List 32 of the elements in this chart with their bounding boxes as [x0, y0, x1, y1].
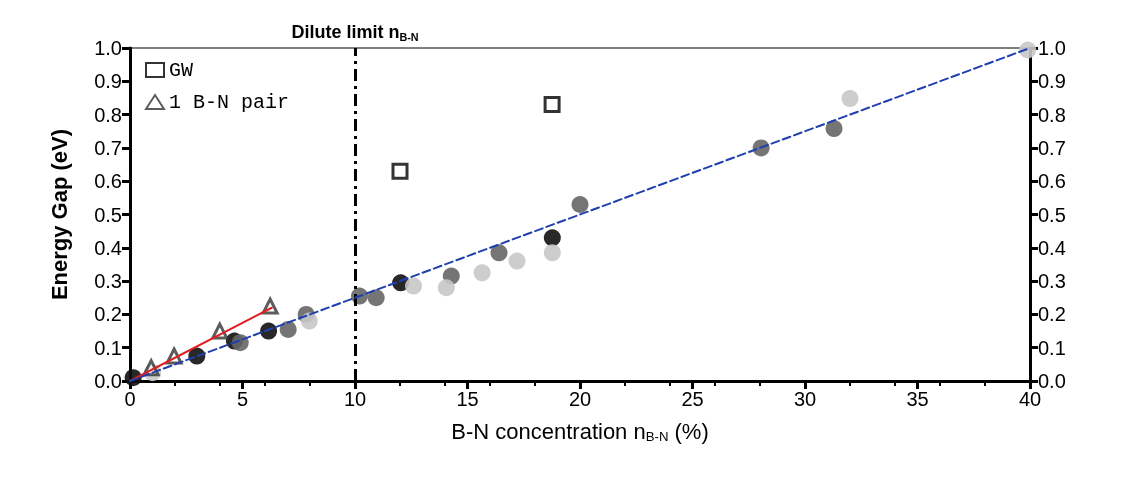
x-tick-label: 30 [793, 388, 817, 410]
y-tick-label: 0.8 [94, 103, 122, 126]
y2-tick-label: 0.2 [1038, 303, 1066, 326]
x-tick-label: 15 [456, 388, 479, 410]
y2-tick-label: 0.1 [1038, 336, 1066, 359]
x-tick-label: 10 [343, 388, 367, 410]
x-tick-label: 0 [124, 388, 136, 410]
x-tick-label: 25 [681, 388, 704, 410]
y-tick-label: 0.0 [94, 370, 122, 392]
y-tick-label: 1.0 [94, 37, 122, 59]
y2-tick-label: 1.0 [1038, 37, 1066, 59]
y2-tick-label: 0.4 [1038, 236, 1066, 259]
y-axis-title: Energy Gap (eV) [46, 128, 72, 301]
y-tick-label: 0.7 [94, 136, 122, 159]
y-tick-label: 0.4 [94, 236, 122, 259]
y2-tick-label: 0.9 [1038, 70, 1066, 93]
y2-tick-label: 0.5 [1038, 203, 1066, 226]
y-tick-label: 0.2 [94, 303, 122, 326]
x-tick-label: 35 [906, 388, 929, 410]
y-tick-label: 0.3 [94, 270, 122, 293]
y-tick-label: 0.9 [94, 70, 122, 93]
y-tick-label: 0.5 [94, 203, 122, 226]
x-tick-label: 5 [236, 388, 249, 410]
y2-tick-label: 0.3 [1038, 270, 1066, 293]
legend-label: 1 B-N pair [169, 90, 290, 114]
y-tick-label: 0.1 [94, 336, 122, 359]
y-tick-label: 0.6 [94, 170, 122, 193]
y2-tick-label: 0.7 [1038, 136, 1066, 159]
y2-tick-label: 0.6 [1038, 170, 1066, 193]
y2-tick-label: 0.8 [1038, 103, 1066, 126]
legend-label: GW [169, 58, 194, 82]
x-tick-label: 20 [568, 388, 592, 410]
